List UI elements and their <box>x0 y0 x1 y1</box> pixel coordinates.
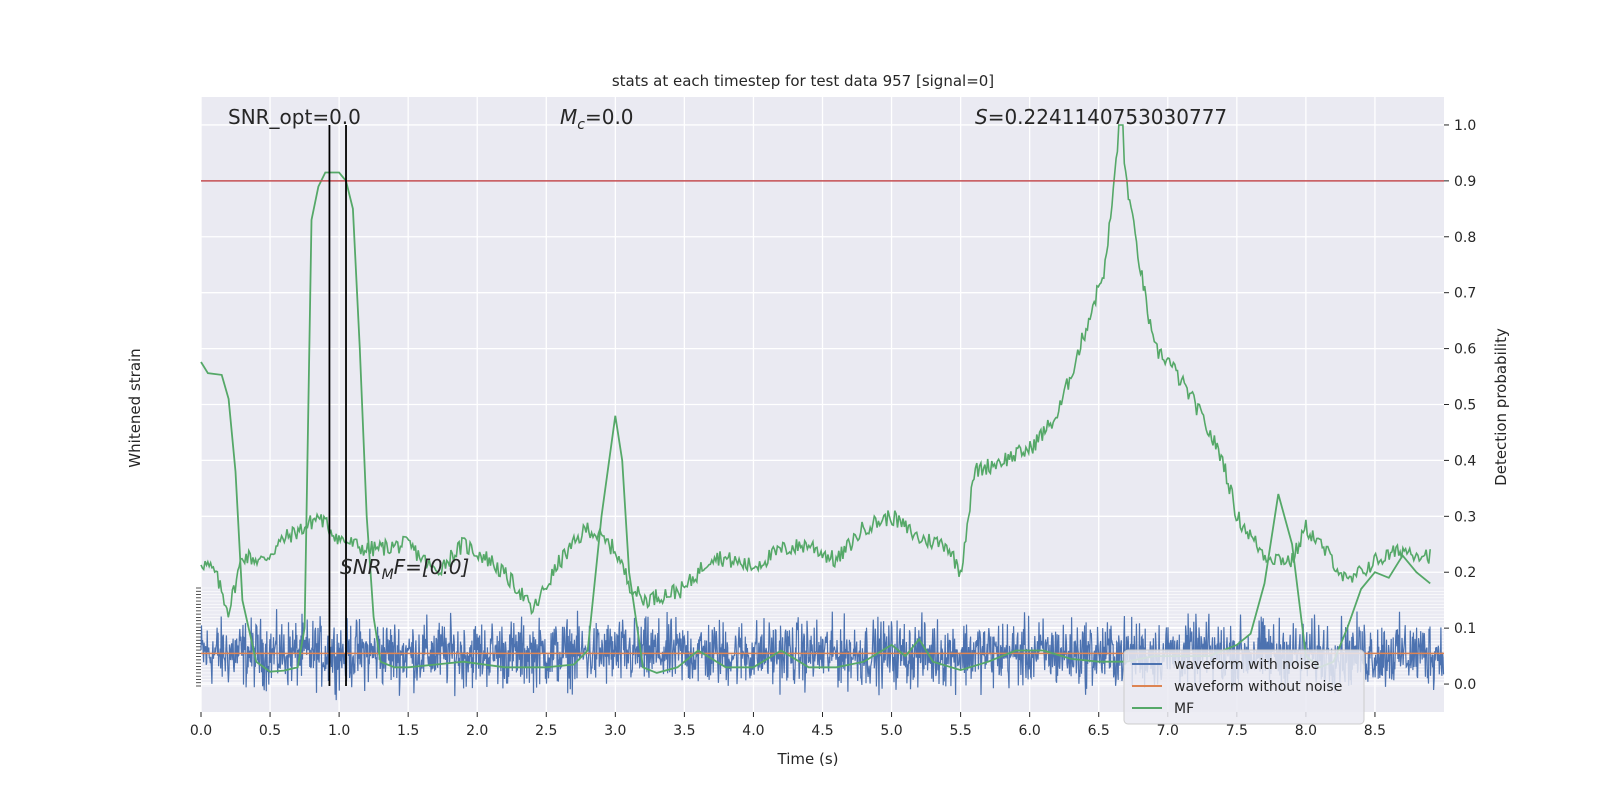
y-tick-label-0: 0.0 <box>1454 677 1476 693</box>
chart-title: stats at each timestep for test data 957… <box>612 72 994 90</box>
legend-label-noise: waveform with noise <box>1174 657 1319 673</box>
annotation-snr-mf: SNRMF=[0.0] <box>340 555 469 583</box>
x-axis-label: Time (s) <box>777 750 839 768</box>
legend-label-mf: MF <box>1174 701 1194 717</box>
x-tick-label-13: 6.5 <box>1088 723 1110 739</box>
series-mf <box>200 171 1431 674</box>
y-tick-label-7: 0.7 <box>1454 286 1476 302</box>
x-tick-label-2: 1.0 <box>328 723 350 739</box>
legend-label-clean: waveform without noise <box>1174 679 1342 695</box>
x-tick-label-4: 2.0 <box>466 723 488 739</box>
left-axis-label: Whitened strain <box>126 348 144 467</box>
x-tick-label-12: 6.0 <box>1019 723 1041 739</box>
y-tick-label-5: 0.5 <box>1454 398 1476 414</box>
y-tick-label-9: 0.9 <box>1454 174 1476 190</box>
y-tick-label-3: 0.3 <box>1454 509 1476 525</box>
legend: waveform with noise waveform without noi… <box>1123 649 1365 725</box>
y-tick-label-10: 1.0 <box>1454 118 1476 134</box>
x-tick-label-14: 7.0 <box>1157 723 1179 739</box>
y-tick-label-1: 0.1 <box>1454 621 1476 637</box>
x-tick-label-17: 8.5 <box>1364 723 1386 739</box>
event-vlines <box>328 124 347 686</box>
x-tick-label-0: 0.0 <box>190 723 212 739</box>
right-axis-ticks: 0.0 0.1 0.2 0.3 0.4 0.5 0.6 0.7 0.8 0.9 1.0 <box>1444 118 1476 693</box>
x-tick-label-6: 3.0 <box>604 723 626 739</box>
x-tick-label-3: 1.5 <box>397 723 419 739</box>
x-tick-label-1: 0.5 <box>259 723 281 739</box>
annotation-mc: Mc=0.0 <box>560 105 634 133</box>
y-tick-label-8: 0.8 <box>1454 230 1476 246</box>
y-tick-label-2: 0.2 <box>1454 565 1476 581</box>
right-axis-label: Detection probability <box>1492 328 1510 486</box>
x-tick-label-16: 8.0 <box>1295 723 1317 739</box>
x-tick-label-5: 2.5 <box>535 723 557 739</box>
y-tick-label-4: 0.4 <box>1454 453 1476 469</box>
y-tick-label-6: 0.6 <box>1454 342 1476 358</box>
annotation-s: S=0.2241140753030777 <box>975 105 1227 129</box>
x-tick-label-15: 7.5 <box>1226 723 1248 739</box>
annotation-snr-opt: SNR_opt=0.0 <box>228 105 361 129</box>
x-tick-label-10: 5.0 <box>880 723 902 739</box>
legend-box <box>1123 649 1365 725</box>
x-tick-label-7: 3.5 <box>673 723 695 739</box>
x-tick-label-8: 4.0 <box>742 723 764 739</box>
series-detection-probability <box>200 124 1431 618</box>
x-axis-ticks: 0.0 0.5 1.0 1.5 2.0 2.5 3.0 3.5 4.0 4.5 5.0 5.5 6.0 6… <box>190 712 1386 739</box>
x-tick-label-9: 4.5 <box>811 723 833 739</box>
x-tick-label-11: 5.5 <box>949 723 971 739</box>
